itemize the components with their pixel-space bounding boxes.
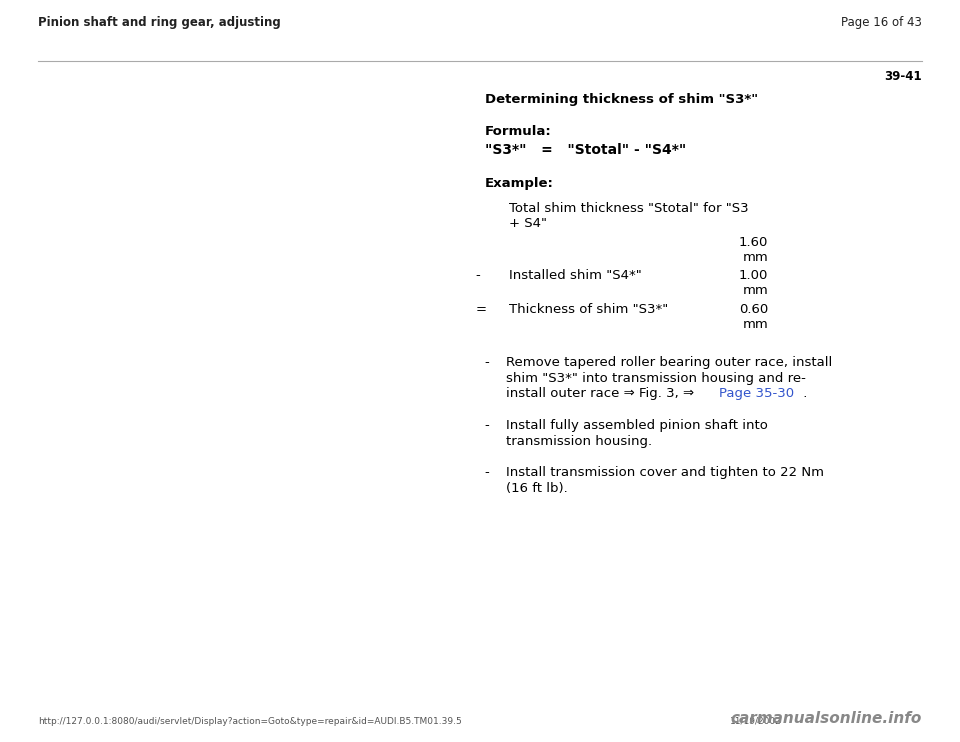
Text: -: - [485,356,490,370]
Text: mm: mm [742,318,768,331]
Text: Installed shim "S4*": Installed shim "S4*" [509,269,641,283]
Text: install outer race ⇒ Fig. 3, ⇒: install outer race ⇒ Fig. 3, ⇒ [506,387,698,401]
Text: Install transmission cover and tighten to 22 Nm: Install transmission cover and tighten t… [506,466,824,479]
Text: Page 16 of 43: Page 16 of 43 [841,16,922,30]
Text: 1.00: 1.00 [738,269,768,283]
Text: Determining thickness of shim "S3*": Determining thickness of shim "S3*" [485,93,758,106]
Text: mm: mm [742,284,768,298]
Text: .: . [799,387,807,401]
Text: Remove tapered roller bearing outer race, install: Remove tapered roller bearing outer race… [506,356,832,370]
Text: mm: mm [742,251,768,264]
Text: Formula:: Formula: [485,125,552,138]
Text: Pinion shaft and ring gear, adjusting: Pinion shaft and ring gear, adjusting [38,16,281,30]
Text: Example:: Example: [485,177,554,190]
Text: Page 35-30: Page 35-30 [719,387,794,401]
Text: Total shim thickness "Stotal" for "S3: Total shim thickness "Stotal" for "S3 [509,202,749,215]
Text: Install fully assembled pinion shaft into: Install fully assembled pinion shaft int… [506,419,768,433]
Text: "S3*"   =   "Stotal" - "S4*": "S3*" = "Stotal" - "S4*" [485,143,686,157]
Text: shim "S3*" into transmission housing and re-: shim "S3*" into transmission housing and… [506,372,805,385]
Text: carmanualsonline.info: carmanualsonline.info [731,711,922,726]
Text: 11/19/2002: 11/19/2002 [730,717,781,726]
Text: =: = [475,303,486,316]
Text: 39-41: 39-41 [884,70,922,84]
Text: -: - [485,466,490,479]
Text: -: - [485,419,490,433]
Text: http://127.0.0.1:8080/audi/servlet/Display?action=Goto&type=repair&id=AUDI.B5.TM: http://127.0.0.1:8080/audi/servlet/Displ… [38,717,462,726]
Text: transmission housing.: transmission housing. [506,435,652,448]
Text: 1.60: 1.60 [738,236,768,249]
Text: Thickness of shim "S3*": Thickness of shim "S3*" [509,303,668,316]
Text: + S4": + S4" [509,217,547,231]
Text: (16 ft lb).: (16 ft lb). [506,482,567,495]
Text: 0.60: 0.60 [739,303,768,316]
Text: -: - [475,269,480,283]
